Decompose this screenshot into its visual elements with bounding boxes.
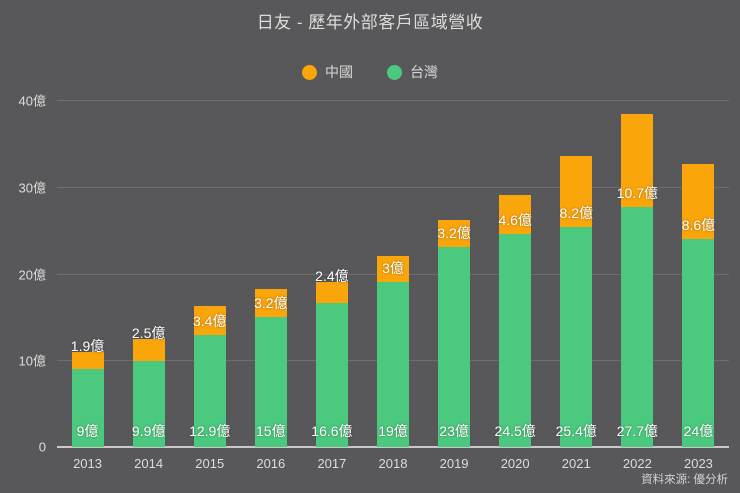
x-axis-tick-label: 2013 xyxy=(73,456,102,471)
x-axis-line xyxy=(57,446,729,448)
bar-label-taiwan: 27.7億 xyxy=(616,423,658,439)
y-axis-tick-label: 10億 xyxy=(18,353,46,369)
bar-group[interactable]: 12.9億 3.4億 xyxy=(189,305,230,447)
bar-segment-taiwan[interactable]: 27.7億 xyxy=(617,206,658,447)
bar-label-taiwan: 24.5億 xyxy=(494,423,536,439)
x-axis-tick-label: 2020 xyxy=(500,456,530,471)
x-axis-tick-label: 2019 xyxy=(439,456,469,471)
bar-group[interactable]: 19億 3億 xyxy=(377,256,409,447)
bar-segment-taiwan[interactable]: 16.6億 xyxy=(311,303,353,447)
bar-segment-china[interactable]: 2.5億 xyxy=(132,325,165,362)
x-axis-tick-label: 2021 xyxy=(561,456,591,471)
plot-area: 9億 1.9億 9.9億 2.5億 12.9億 3.4億 15億 3.2億 16.6億 2.4億 1… xyxy=(57,100,729,448)
legend-dot-icon xyxy=(387,64,402,80)
bar-segment-taiwan[interactable]: 24.5億 xyxy=(495,234,536,447)
chart-legend: 中國 台灣 xyxy=(0,62,740,82)
bar-group[interactable]: 27.7億 10.7億 xyxy=(617,113,658,447)
bar-segment-china[interactable]: 3.2億 xyxy=(254,289,288,317)
bar-label-china: 4.6億 xyxy=(498,212,532,229)
bar-label-china: 3.4億 xyxy=(192,313,227,330)
x-axis-tick-label: 2017 xyxy=(317,456,347,471)
bar-label-taiwan: 9.9億 xyxy=(131,423,166,439)
bar-segment-taiwan[interactable]: 19億 xyxy=(377,282,409,447)
legend-label-taiwan: 台灣 xyxy=(410,64,438,80)
bar-segment-china[interactable]: 1.9億 xyxy=(71,338,104,369)
bar-segment-taiwan[interactable]: 25.4億 xyxy=(556,226,597,447)
bar-segment-china[interactable]: 2.4億 xyxy=(315,268,349,303)
bar-label-taiwan: 19億 xyxy=(378,423,408,439)
x-axis-tick-label: 2022 xyxy=(622,456,652,471)
bar-segment-taiwan[interactable]: 9.9億 xyxy=(131,361,166,447)
bar-segment-china[interactable]: 4.6億 xyxy=(498,194,532,235)
bar-label-china: 2.4億 xyxy=(315,268,349,285)
bar-label-taiwan: 9億 xyxy=(76,423,99,439)
bar-group[interactable]: 24.5億 4.6億 xyxy=(495,194,536,447)
bar-label-china: 3.2億 xyxy=(254,294,288,311)
bar-segment-taiwan[interactable]: 12.9億 xyxy=(189,335,230,447)
bar-group[interactable]: 9.9億 2.5億 xyxy=(131,325,166,447)
source-note: 資料來源: 優分析 xyxy=(641,474,728,486)
bar-segment-taiwan[interactable]: 24億 xyxy=(682,238,715,447)
bar-segment-china[interactable]: 8.6億 xyxy=(681,164,716,239)
bar-label-china: 1.9億 xyxy=(70,338,105,355)
gridline xyxy=(57,186,729,188)
bar-label-china: 2.5億 xyxy=(131,325,166,342)
bar-label-taiwan: 12.9億 xyxy=(189,423,231,439)
gridline xyxy=(57,100,729,101)
bar-segment-china[interactable]: 3.4億 xyxy=(192,305,227,336)
bar-group[interactable]: 24億 8.6億 xyxy=(681,164,716,447)
y-axis-tick-label: 20億 xyxy=(18,267,46,282)
bar-segment-china[interactable]: 3億 xyxy=(377,256,409,283)
legend-item-china[interactable]: 中國 xyxy=(302,62,353,82)
bar-label-china: 3億 xyxy=(382,260,404,277)
y-axis-tick-label: 0 xyxy=(38,439,46,455)
bar-label-taiwan: 25.4億 xyxy=(555,423,597,439)
bar-segment-taiwan[interactable]: 9億 xyxy=(71,368,104,447)
bar-label-taiwan: 23億 xyxy=(439,423,469,439)
bar-segment-taiwan[interactable]: 15億 xyxy=(254,316,287,447)
bar-group[interactable]: 15億 3.2億 xyxy=(254,289,288,447)
bar-group[interactable]: 23億 3.2億 xyxy=(437,219,471,447)
bar-label-china: 8.2億 xyxy=(559,204,593,221)
bar-group[interactable]: 16.6億 2.4億 xyxy=(311,268,353,447)
x-axis-tick-label: 2015 xyxy=(195,456,225,471)
bar-label-china: 10.7億 xyxy=(616,184,658,201)
bar-label-taiwan: 24億 xyxy=(683,423,714,439)
legend-item-taiwan[interactable]: 台灣 xyxy=(387,62,438,82)
x-axis-tick-label: 2023 xyxy=(683,456,713,471)
bar-group[interactable]: 25.4億 8.2億 xyxy=(556,155,597,447)
bar-label-china: 8.6億 xyxy=(681,216,716,233)
y-axis-tick-label: 40億 xyxy=(18,93,46,109)
bar-segment-china[interactable]: 8.2億 xyxy=(559,155,593,227)
bar-label-china: 3.2億 xyxy=(437,225,471,242)
x-axis-tick-label: 2016 xyxy=(256,456,286,471)
x-axis-tick-label: 2014 xyxy=(134,456,164,471)
legend-label-china: 中國 xyxy=(325,64,353,80)
bar-segment-china[interactable]: 3.2億 xyxy=(437,219,471,248)
x-axis-tick-label: 2018 xyxy=(378,456,408,471)
page-title: 日友 - 歷年外部客戶區域營收 xyxy=(256,13,484,32)
bar-segment-taiwan[interactable]: 23億 xyxy=(438,247,471,447)
bar-label-taiwan: 15億 xyxy=(256,423,286,439)
bar-label-taiwan: 16.6億 xyxy=(311,423,353,439)
bar-group[interactable]: 9億 1.9億 xyxy=(71,338,104,447)
bar-segment-china[interactable]: 10.7億 xyxy=(617,113,658,207)
y-axis-tick-label: 30億 xyxy=(18,180,46,196)
legend-dot-icon xyxy=(302,64,317,80)
